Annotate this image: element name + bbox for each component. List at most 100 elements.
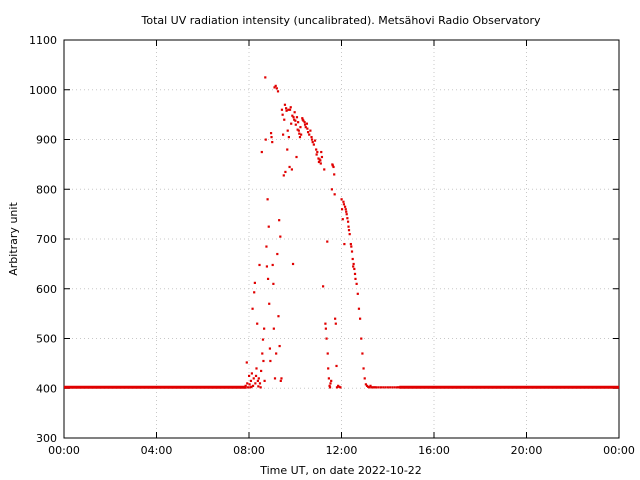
data-point bbox=[352, 265, 355, 268]
data-point bbox=[350, 250, 354, 253]
y-tick-label: 1000 bbox=[29, 84, 57, 97]
data-point bbox=[294, 123, 297, 126]
data-point bbox=[270, 136, 273, 139]
data-point bbox=[298, 136, 302, 139]
data-point bbox=[257, 377, 260, 380]
data-point bbox=[312, 143, 315, 146]
data-point bbox=[329, 382, 332, 385]
data-point bbox=[396, 386, 399, 389]
data-point bbox=[338, 385, 341, 388]
data-point bbox=[281, 133, 285, 136]
data-point bbox=[277, 315, 280, 318]
data-point bbox=[327, 377, 330, 380]
data-point bbox=[342, 200, 345, 203]
data-point bbox=[256, 322, 259, 325]
data-point bbox=[305, 122, 309, 125]
data-point bbox=[323, 168, 326, 171]
data-point bbox=[278, 344, 281, 348]
data-point bbox=[367, 385, 370, 388]
data-point bbox=[364, 383, 367, 386]
data-point bbox=[330, 188, 333, 191]
data-point bbox=[263, 327, 266, 330]
data-point bbox=[297, 121, 300, 124]
y-tick-label: 800 bbox=[36, 183, 57, 196]
data-point bbox=[352, 262, 355, 266]
data-point bbox=[268, 302, 271, 305]
data-point bbox=[379, 386, 383, 389]
data-point bbox=[248, 383, 251, 386]
data-point bbox=[397, 386, 400, 389]
data-point bbox=[327, 367, 330, 370]
data-point bbox=[361, 352, 364, 355]
data-point bbox=[306, 127, 309, 130]
data-point bbox=[322, 285, 325, 288]
data-point bbox=[360, 337, 363, 340]
data-point bbox=[282, 174, 285, 177]
data-point bbox=[272, 327, 275, 330]
data-point bbox=[255, 367, 258, 370]
data-point bbox=[370, 386, 373, 389]
data-point bbox=[273, 377, 277, 380]
data-point bbox=[278, 219, 281, 222]
data-point bbox=[244, 384, 247, 387]
data-point bbox=[287, 108, 290, 111]
data-point bbox=[261, 352, 264, 355]
data-point bbox=[293, 118, 296, 121]
data-point bbox=[285, 107, 288, 110]
x-tick-label: 00:00 bbox=[48, 444, 80, 457]
grid-layer bbox=[64, 40, 619, 438]
y-tick-label: 600 bbox=[36, 283, 57, 296]
data-point bbox=[306, 131, 310, 134]
data-point bbox=[276, 90, 280, 93]
data-point bbox=[301, 117, 304, 120]
data-point bbox=[317, 157, 320, 160]
data-point bbox=[292, 116, 295, 119]
data-point bbox=[347, 229, 351, 232]
data-point bbox=[356, 292, 359, 295]
data-point bbox=[345, 210, 348, 213]
data-point bbox=[339, 386, 342, 389]
x-axis-label: Time UT, on date 2022-10-22 bbox=[259, 464, 422, 477]
data-point bbox=[288, 108, 292, 111]
data-point bbox=[275, 87, 278, 90]
data-point bbox=[359, 317, 362, 320]
data-point bbox=[357, 307, 361, 310]
data-point bbox=[325, 337, 328, 340]
data-point bbox=[287, 136, 290, 139]
data-point bbox=[333, 193, 336, 196]
data-point bbox=[308, 133, 311, 136]
data-point bbox=[353, 267, 356, 271]
data-point bbox=[346, 217, 349, 220]
data-point bbox=[257, 385, 260, 388]
data-point bbox=[266, 277, 270, 280]
data-point bbox=[281, 113, 284, 116]
data-point bbox=[276, 252, 279, 256]
data-point bbox=[254, 382, 257, 385]
plot-frame bbox=[63, 39, 620, 439]
data-point bbox=[253, 291, 256, 294]
data-point bbox=[393, 386, 396, 389]
data-point bbox=[269, 359, 272, 363]
data-point bbox=[348, 233, 351, 236]
data-point bbox=[343, 205, 347, 208]
data-point bbox=[248, 374, 251, 378]
data-point bbox=[345, 213, 348, 216]
data-point bbox=[263, 379, 266, 382]
x-tick-label: 16:00 bbox=[418, 444, 450, 457]
data-point bbox=[304, 126, 307, 129]
data-point bbox=[334, 317, 337, 320]
data-point bbox=[354, 277, 357, 280]
data-point bbox=[286, 129, 289, 132]
data-point bbox=[250, 385, 253, 388]
data-point bbox=[251, 307, 254, 310]
data-point bbox=[355, 282, 358, 285]
data-point bbox=[261, 338, 265, 341]
data-point bbox=[280, 377, 283, 380]
data-point bbox=[391, 386, 394, 389]
y-axis-label: Arbitrary unit bbox=[7, 202, 20, 276]
data-points bbox=[64, 76, 619, 389]
chart-title: Total UV radiation intensity (uncalibrat… bbox=[141, 14, 541, 27]
data-point bbox=[267, 225, 270, 228]
data-point bbox=[340, 198, 343, 201]
